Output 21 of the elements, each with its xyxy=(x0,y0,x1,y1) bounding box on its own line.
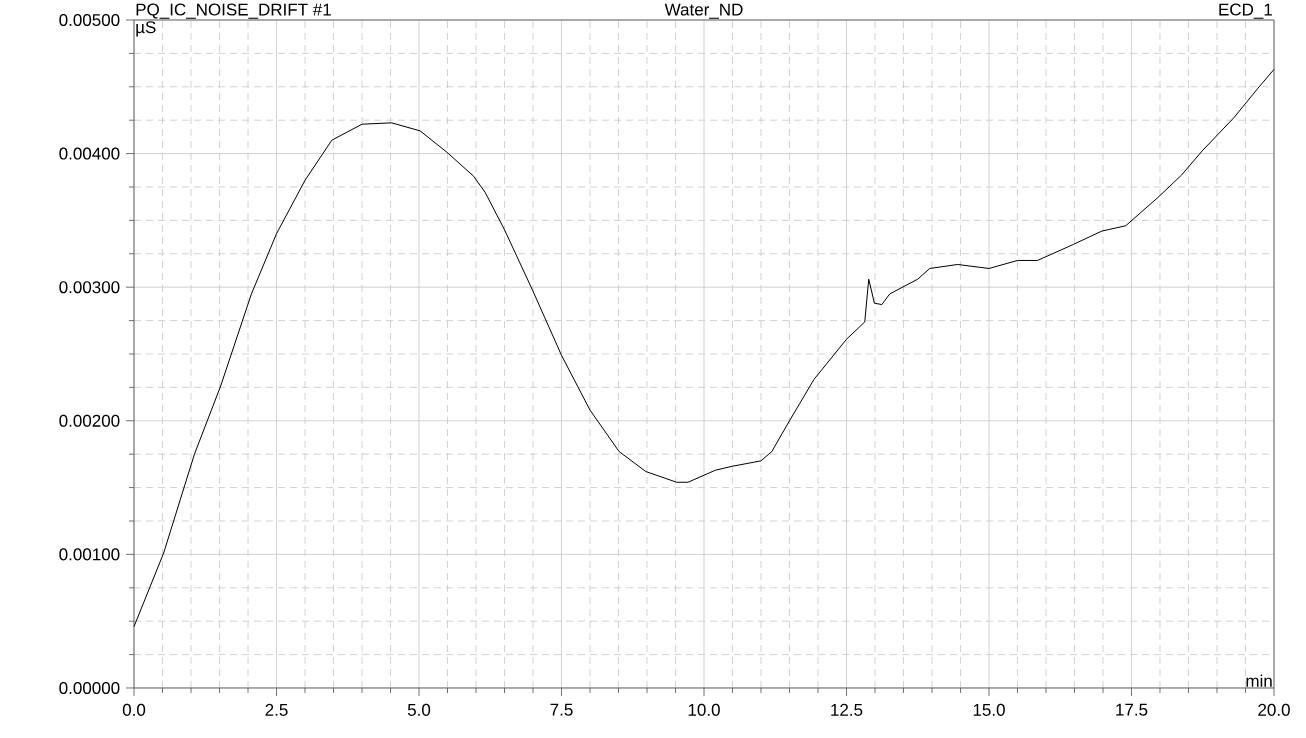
chart-title: Water_ND xyxy=(664,3,743,19)
line-series xyxy=(133,68,1275,628)
y-tick-label: 0.00200 xyxy=(59,414,120,427)
y-tick-label: 0.00300 xyxy=(59,281,120,294)
x-tick-label: 5.0 xyxy=(407,703,431,716)
text: PQ_IC_NOISE_DRIFT #1 xyxy=(136,3,331,19)
y-tick-label: 0.00500 xyxy=(59,13,120,27)
x-tick-label: 12.5 xyxy=(831,703,863,716)
y-tick-label: 0.00400 xyxy=(59,147,120,160)
y-tick-label: 0.00100 xyxy=(59,548,120,561)
x-tick-label: 2.5 xyxy=(265,703,288,716)
y-tick-label: 0.00000 xyxy=(59,681,120,695)
x-tick-label: 17.5 xyxy=(1116,703,1148,716)
x-tick-label: 20.0 xyxy=(1258,703,1290,716)
text: ECD_1 xyxy=(1219,3,1272,19)
y-axis-title: µS xyxy=(136,21,156,37)
x-tick-label: 15.0 xyxy=(973,703,1005,716)
x-tick-label: 0.0 xyxy=(122,703,146,716)
x-tick-label: 7.5 xyxy=(550,703,573,716)
x-tick-label: 10.0 xyxy=(688,703,720,716)
x-axis-title: min xyxy=(1246,674,1272,687)
